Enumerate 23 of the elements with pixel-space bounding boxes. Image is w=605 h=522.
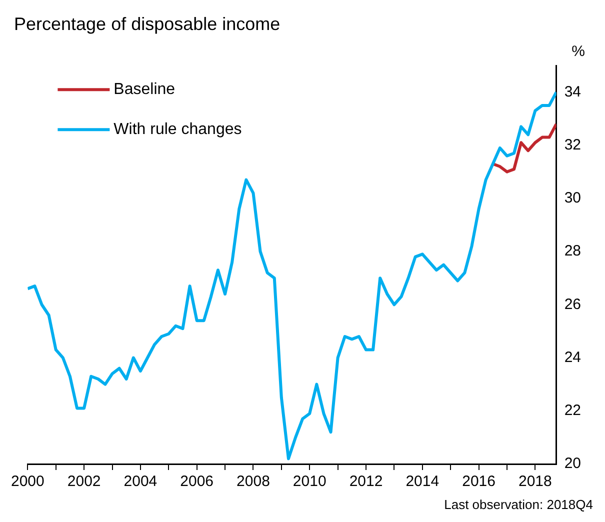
legend-label: Baseline xyxy=(114,81,176,98)
x-tick-label: 2006 xyxy=(180,473,214,490)
y-tick-label: 30 xyxy=(564,190,582,207)
y-tick-label: 22 xyxy=(564,402,582,420)
y-tick-label: 20 xyxy=(564,455,582,472)
y-tick-label: 32 xyxy=(564,136,582,154)
x-tick-label: 2016 xyxy=(462,473,496,490)
x-tick-label: 2012 xyxy=(349,473,383,490)
x-tick-label: 2014 xyxy=(406,473,440,490)
x-tick-label: 2000 xyxy=(10,473,44,490)
y-tick-label: 28 xyxy=(564,242,582,260)
legend-label: With rule changes xyxy=(114,121,242,138)
x-tick-label: 2008 xyxy=(236,473,270,490)
x-tick-label: 2004 xyxy=(124,473,158,490)
y-tick-label: 26 xyxy=(564,296,582,313)
x-tick-label: 2018 xyxy=(518,473,552,490)
y-tick-label: 24 xyxy=(564,348,582,366)
y-tick-label: 34 xyxy=(564,83,582,100)
y-axis-title: % xyxy=(572,43,585,60)
chart-title: Percentage of disposable income xyxy=(14,14,280,34)
text: Last observation: 2018Q4 xyxy=(444,497,593,512)
x-tick-label: 2010 xyxy=(292,473,326,490)
x-tick-label: 2002 xyxy=(67,473,101,490)
